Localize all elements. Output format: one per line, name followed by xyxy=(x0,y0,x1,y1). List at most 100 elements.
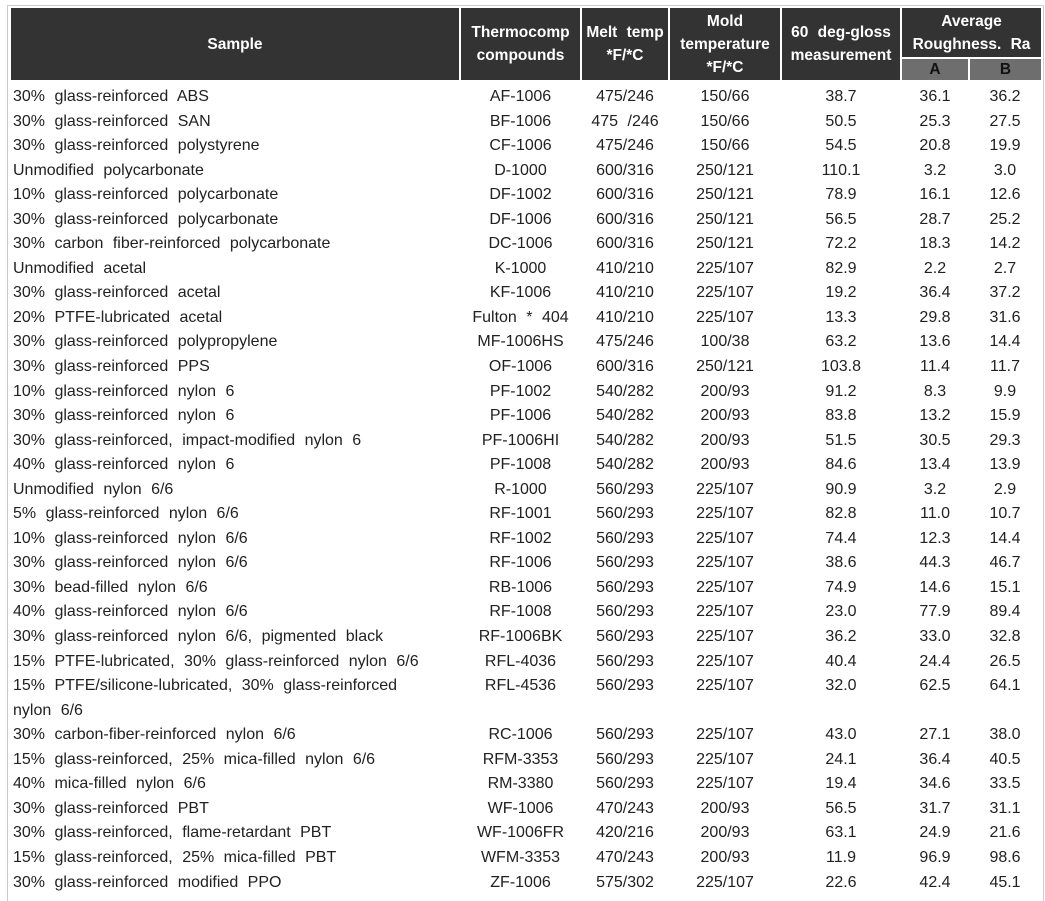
sample-cell: 30% glass-reinforced polystyrene xyxy=(13,137,260,155)
table-row: 20% PTFE-lubricated acetal Fulton * 404 41… xyxy=(11,306,1041,331)
value-cell: 12.6 xyxy=(989,186,1021,204)
value-cell: 410/210 xyxy=(596,284,654,302)
sample-cell: Unmodified nylon 6/6 xyxy=(13,480,174,498)
value-cell: 560/293 xyxy=(596,677,654,695)
value-cell: 62.5 xyxy=(919,677,951,695)
sample-cell: 40% mica-filled nylon 6/6 xyxy=(13,775,206,793)
sample-cell: 15% PTFE/silicone-lubricated, 30% glass-… xyxy=(13,677,398,719)
value-cell: 50.5 xyxy=(825,112,857,130)
table-row: 10% glass-reinforced polycarbonate DF-100… xyxy=(11,183,1041,208)
value-cell: 410/210 xyxy=(596,259,654,277)
sample-cell: 40% glass-reinforced nylon 6/6 xyxy=(13,603,248,621)
table-row: 15% PTFE-lubricated, 30% glass-reinforce… xyxy=(11,650,1041,675)
col-header-mold-temperature: Mold temperature *F/*C xyxy=(668,8,781,80)
value-cell: RF-1008 xyxy=(489,603,552,621)
sample-cell: 30% glass-reinforced PPS xyxy=(13,358,210,376)
table-row: Unmodified polycarbonate D-1000 600/316 250… xyxy=(11,159,1041,184)
value-cell: 225/107 xyxy=(696,603,754,621)
value-cell: 2.7 xyxy=(993,259,1017,277)
value-cell: 3.2 xyxy=(923,161,947,179)
value-cell: 11.4 xyxy=(920,358,950,376)
table-row: 30% glass-reinforced polystyrene CF-1006 4… xyxy=(11,134,1041,159)
value-cell: 13.2 xyxy=(919,407,951,425)
col-header-roughness-b: B xyxy=(967,57,1042,80)
value-cell: 225/107 xyxy=(696,554,754,572)
sample-cell: 20% PTFE-lubricated acetal xyxy=(13,308,223,326)
value-cell: Fulton * 404 xyxy=(472,308,569,326)
value-cell: 44.3 xyxy=(919,554,951,572)
value-cell: RFL-4536 xyxy=(484,677,557,695)
value-cell: 13.3 xyxy=(825,308,857,326)
value-cell: 82.8 xyxy=(825,505,857,523)
value-cell: 250/121 xyxy=(696,210,754,228)
value-cell: 475 /246 xyxy=(591,112,659,130)
value-cell: 13.9 xyxy=(989,456,1021,474)
sample-cell: 15% glass-reinforced, 25% mica-filled PB… xyxy=(13,848,337,866)
sample-cell: 30% glass-reinforced, flame-retardant PB… xyxy=(13,824,332,842)
value-cell: 3.2 xyxy=(923,480,947,498)
value-cell: 250/121 xyxy=(696,186,754,204)
value-cell: 56.5 xyxy=(825,799,857,817)
table-row: 30% glass-reinforced ABS AF-1006 475/246 15… xyxy=(11,80,1041,110)
value-cell: OF-1006 xyxy=(488,358,553,376)
value-cell: 2.2 xyxy=(923,259,947,277)
value-cell: 560/293 xyxy=(596,554,654,572)
value-cell: RF-1006BK xyxy=(478,628,563,646)
value-cell: 560/293 xyxy=(596,726,654,744)
value-cell: 98.6 xyxy=(989,848,1021,866)
table-row: 10% glass-reinforced nylon 6/6 RF-1002 560… xyxy=(11,527,1041,552)
table-row: 30% glass-reinforced nylon 6 PF-1006 540/2… xyxy=(11,404,1041,429)
value-cell: 14.2 xyxy=(989,235,1021,253)
value-cell: 36.2 xyxy=(989,88,1021,105)
value-cell: 11.9 xyxy=(826,848,856,866)
sample-cell: 10% glass-reinforced nylon 6 xyxy=(13,382,235,400)
value-cell: 82.9 xyxy=(825,259,857,277)
sample-cell: 5% glass-reinforced nylon 6/6 xyxy=(13,505,239,523)
value-cell: CF-1006 xyxy=(489,137,552,155)
value-cell: 30.5 xyxy=(919,431,951,449)
value-cell: 560/293 xyxy=(596,480,654,498)
value-cell: 72.2 xyxy=(825,235,857,253)
table-row: 30% glass-reinforced, impact-modified ny… xyxy=(11,429,1041,454)
table-row: 10% glass-reinforced nylon 6 PF-1002 540/2… xyxy=(11,380,1041,405)
value-cell: 13.6 xyxy=(919,333,951,351)
value-cell: 16.1 xyxy=(919,186,951,204)
value-cell: 540/282 xyxy=(596,407,654,425)
value-cell: 38.0 xyxy=(989,726,1021,744)
sample-cell: 30% glass-reinforced polycarbonate xyxy=(13,210,279,228)
col-header-average-roughness: Average Roughness. Ra xyxy=(899,8,1042,58)
value-cell: 18.3 xyxy=(919,235,951,253)
value-cell: 64.1 xyxy=(989,677,1021,695)
value-cell: 38.7 xyxy=(825,88,857,105)
value-cell: 46.7 xyxy=(989,554,1021,572)
table-row: 5% glass-reinforced nylon 6/6 RF-1001 560/… xyxy=(11,502,1041,527)
value-cell: 225/107 xyxy=(696,652,754,670)
value-cell: 600/316 xyxy=(596,210,654,228)
value-cell: 84.6 xyxy=(825,456,857,474)
col-header-roughness-a: A xyxy=(900,57,969,80)
sample-cell: 30% glass-reinforced nylon 6/6 xyxy=(13,554,248,572)
table-row: 40% glass-reinforced nylon 6/6 RF-1008 560… xyxy=(11,600,1041,625)
sample-cell: 30% glass-reinforced modified PPO xyxy=(13,873,282,891)
table-row: 30% glass-reinforced PBT WF-1006 470/243 20… xyxy=(11,797,1041,822)
table-row: 30% glass-reinforced acetal KF-1006 410/21… xyxy=(11,281,1041,306)
table-row: 30% carbon-fiber-reinforced nylon 6/6 RC-… xyxy=(11,723,1041,748)
value-cell: RFM-3353 xyxy=(482,750,559,768)
value-cell: 420/216 xyxy=(596,824,654,842)
sample-cell: 30% glass-reinforced, impact-modified ny… xyxy=(13,431,362,449)
value-cell: 600/316 xyxy=(596,186,654,204)
value-cell: 200/93 xyxy=(700,382,750,400)
value-cell: AF-1006 xyxy=(489,88,552,105)
value-cell: 225/107 xyxy=(696,308,754,326)
value-cell: 34.6 xyxy=(919,775,951,793)
value-cell: DF-1002 xyxy=(489,186,552,204)
col-header-sample: Sample xyxy=(11,8,460,80)
value-cell: PF-1006 xyxy=(489,407,552,425)
table-row: 30% glass-reinforced polypropylene MF-100… xyxy=(11,330,1041,355)
value-cell: 43.0 xyxy=(825,726,857,744)
value-cell: 150/66 xyxy=(700,112,750,130)
sample-cell: 30% bead-filled nylon 6/6 xyxy=(13,578,208,596)
value-cell: 45.1 xyxy=(989,873,1021,891)
sample-cell: 30% glass-reinforced nylon 6/6, pigmente… xyxy=(13,628,384,646)
value-cell: 32.0 xyxy=(825,677,857,695)
